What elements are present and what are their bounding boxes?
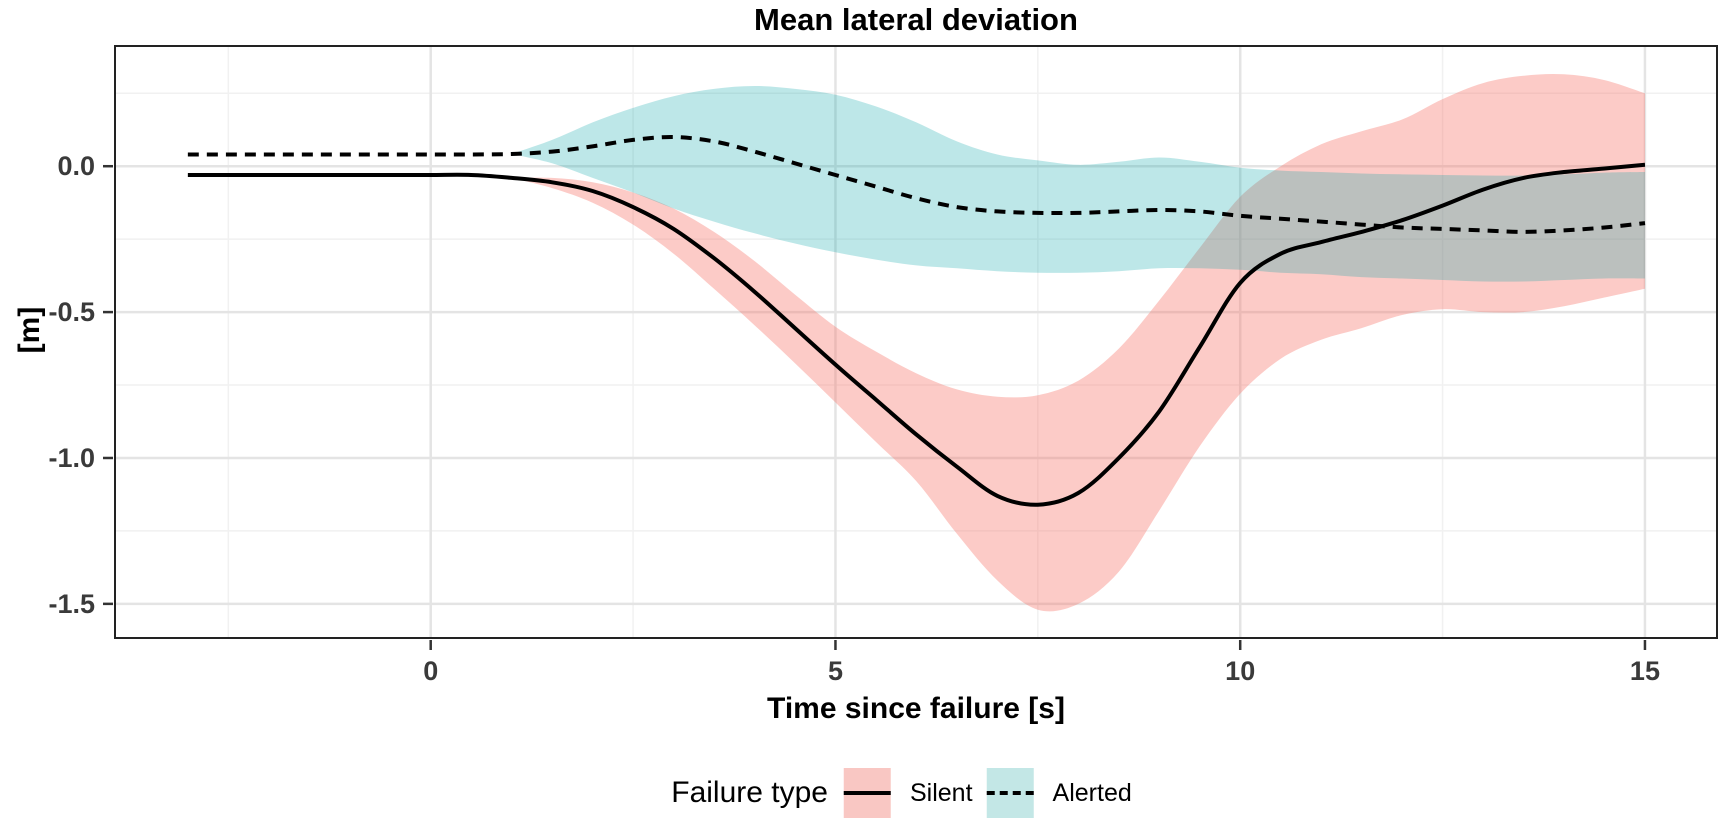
silent-line-sample: [843, 791, 891, 795]
silent-mean-line: [187, 162, 1646, 507]
alerted-ribbon-swatch: [986, 768, 1034, 818]
silent-confidence-ribbon: [511, 74, 1645, 612]
legend-item-alerted: Alerted: [986, 768, 1132, 818]
legend-title: Failure type: [671, 776, 828, 809]
y-tick-label: 0.0: [57, 151, 95, 181]
x-tick-label: 10: [1225, 656, 1255, 686]
y-tick-label: -1.5: [48, 589, 95, 619]
legend-item-silent: Silent: [843, 768, 973, 818]
x-tick-label: 5: [828, 656, 843, 686]
y-tick-label: -1.0: [48, 443, 95, 473]
y-axis-title: [m]: [13, 306, 46, 354]
panel-background: [115, 46, 1717, 638]
alerted-mean-line: [187, 134, 1646, 234]
legend-label-silent: Silent: [909, 778, 973, 807]
x-tick-label: 15: [1630, 656, 1660, 686]
silent-ribbon-swatch: [843, 768, 891, 818]
alerted-line-sample: [986, 791, 1034, 795]
chart-title: Mean lateral deviation: [754, 2, 1078, 37]
legend: Failure type Silent Alerted: [671, 768, 1146, 818]
legend-label-alerted: Alerted: [1052, 778, 1132, 807]
y-tick-label: -0.5: [48, 297, 95, 327]
panel-border: [114, 45, 1718, 639]
x-tick-label: 0: [423, 656, 438, 686]
x-axis-title: Time since failure [s]: [767, 692, 1065, 725]
